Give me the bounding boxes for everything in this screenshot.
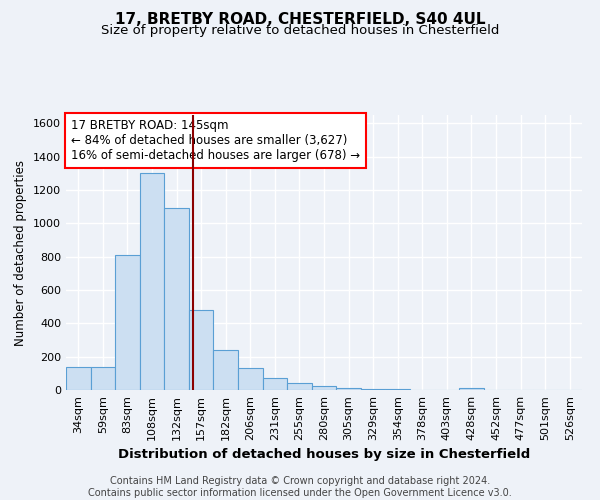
Bar xyxy=(459,388,484,390)
Bar xyxy=(66,366,91,390)
Text: Contains HM Land Registry data © Crown copyright and database right 2024.
Contai: Contains HM Land Registry data © Crown c… xyxy=(88,476,512,498)
Bar xyxy=(140,174,164,390)
Bar xyxy=(287,382,312,390)
X-axis label: Distribution of detached houses by size in Chesterfield: Distribution of detached houses by size … xyxy=(118,448,530,462)
Text: Size of property relative to detached houses in Chesterfield: Size of property relative to detached ho… xyxy=(101,24,499,37)
Bar xyxy=(164,208,189,390)
Bar xyxy=(312,386,336,390)
Bar xyxy=(115,255,140,390)
Bar xyxy=(263,378,287,390)
Bar xyxy=(336,388,361,390)
Bar xyxy=(91,366,115,390)
Text: 17, BRETBY ROAD, CHESTERFIELD, S40 4UL: 17, BRETBY ROAD, CHESTERFIELD, S40 4UL xyxy=(115,12,485,28)
Bar xyxy=(385,389,410,390)
Bar xyxy=(189,310,214,390)
Text: 17 BRETBY ROAD: 145sqm
← 84% of detached houses are smaller (3,627)
16% of semi-: 17 BRETBY ROAD: 145sqm ← 84% of detached… xyxy=(71,119,360,162)
Y-axis label: Number of detached properties: Number of detached properties xyxy=(14,160,28,346)
Bar xyxy=(361,388,385,390)
Bar xyxy=(214,350,238,390)
Bar xyxy=(238,368,263,390)
